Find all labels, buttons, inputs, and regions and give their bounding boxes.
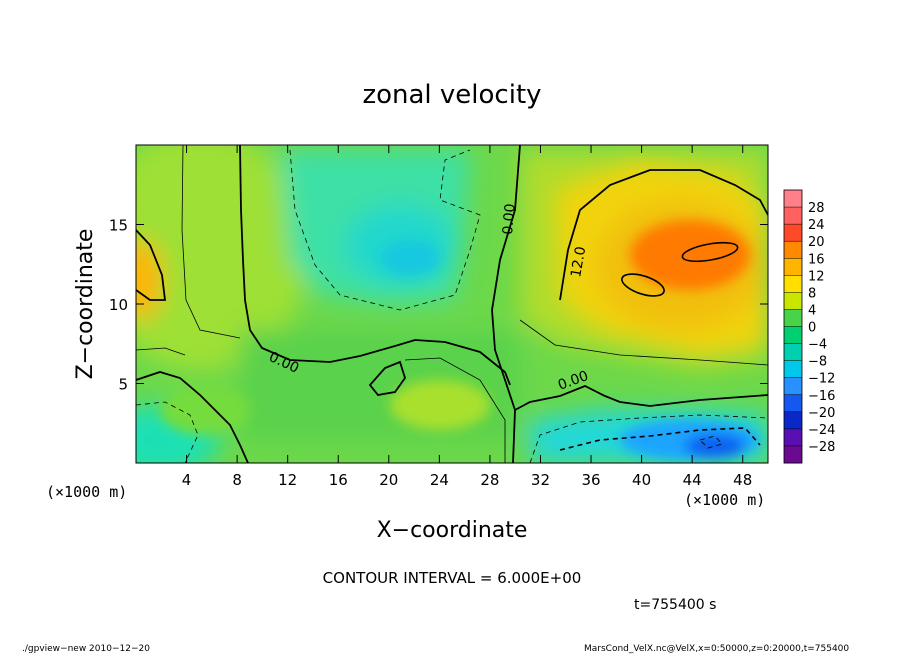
- x-tick-label: 8: [232, 471, 242, 489]
- x-tick-label: 36: [581, 471, 600, 489]
- x-tick-label: 44: [683, 471, 702, 489]
- footer-right: MarsCond_VelX.nc@VelX,x=0:50000,z=0:2000…: [584, 644, 849, 654]
- x-tick-label: 16: [329, 471, 348, 489]
- heatmap-field: [136, 145, 768, 463]
- x-tick-label: 24: [430, 471, 449, 489]
- colorbar-label: −20: [808, 406, 835, 421]
- x-axis-label: X−coordinate: [377, 518, 528, 543]
- x-tick-label: 32: [531, 471, 550, 489]
- x-ticks: 4 8 12 16 20 24 28 32 36 40 44 48: [182, 145, 752, 489]
- y-tick-label: 15: [109, 217, 128, 235]
- colorbar-label: −16: [808, 389, 835, 404]
- colorbar-swatch: [784, 292, 802, 310]
- contour-zero-right: [491, 145, 521, 463]
- colorbar-label: 4: [808, 303, 816, 318]
- colorbar-label: −12: [808, 372, 835, 387]
- colorbar-swatch: [784, 411, 802, 430]
- x-tick-label: 28: [480, 471, 499, 489]
- colorbar-swatch: [784, 275, 802, 293]
- colorbar-swatch: [784, 394, 802, 413]
- colorbar-swatch: [784, 326, 802, 345]
- contour-label-4: 12.0: [568, 245, 589, 278]
- colorbar-label: −4: [808, 338, 827, 353]
- colorbar-swatch: [784, 343, 802, 362]
- colorbar-swatch: [784, 360, 802, 379]
- contour-zero-bottomleft: [136, 371, 249, 463]
- colorbar-label: −28: [808, 440, 835, 455]
- colorbar-label: 12: [808, 269, 825, 284]
- contour-twelve: [559, 169, 768, 301]
- contour-lines: [136, 145, 768, 463]
- colorbar: 28 24 20 16 12 8 4 0 −4 −8 −12 −16 −20 −24 −28: [783, 189, 835, 464]
- colorbar-label: 8: [808, 286, 816, 301]
- y-tick-label: 5: [118, 376, 128, 394]
- y-axis-label: Z−coordinate: [73, 229, 98, 380]
- colorbar-swatch: [784, 258, 802, 276]
- colorbar-label: 28: [808, 201, 825, 216]
- x-tick-label: 48: [733, 471, 752, 489]
- y-tick-label: 10: [109, 296, 128, 314]
- colorbar-swatch: [784, 428, 802, 447]
- colorbar-label: 24: [808, 218, 825, 233]
- chart-title: zonal velocity: [362, 80, 541, 110]
- y-ticks: 5 10 15: [109, 217, 768, 394]
- x-tick-label: 20: [379, 471, 398, 489]
- colorbar-label: 20: [808, 235, 825, 250]
- colorbar-label: −24: [808, 423, 835, 438]
- contour-zero-left: [239, 145, 511, 386]
- colorbar-swatch: [784, 241, 802, 259]
- x-tick-label: 12: [278, 471, 297, 489]
- x-tick-label: 4: [182, 471, 192, 489]
- contour-interval-text: CONTOUR INTERVAL = 6.000E+00: [323, 569, 582, 587]
- colorbar-swatch: [784, 224, 802, 242]
- x-unit-right: (×1000 m): [684, 491, 765, 509]
- x-tick-label: 40: [632, 471, 651, 489]
- colorbar-swatch: [784, 309, 802, 327]
- time-text: t=755400 s: [634, 597, 716, 613]
- contour-zero-edge: [136, 229, 167, 301]
- colorbar-label: 0: [808, 321, 816, 336]
- colorbar-swatch: [784, 190, 802, 208]
- x-unit-left: (×1000 m): [46, 483, 127, 501]
- colorbar-label: −8: [808, 355, 827, 370]
- colorbar-swatch: [784, 445, 802, 464]
- contour-zero-island: [368, 360, 406, 396]
- colorbar-swatch: [784, 207, 802, 225]
- contour-zero-lowerright: [514, 385, 768, 411]
- contour-label-2: 0.00: [500, 203, 519, 235]
- colorbar-label: 16: [808, 252, 825, 267]
- colorbar-swatch: [784, 377, 802, 396]
- footer-left: ./gpview−new 2010−12−20: [22, 644, 150, 654]
